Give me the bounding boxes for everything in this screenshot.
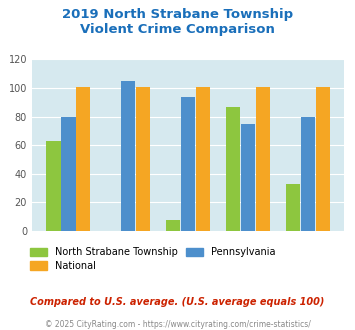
Bar [286,184,300,231]
Bar [256,86,270,231]
Bar [316,86,330,231]
Bar [76,86,91,231]
Bar [301,116,315,231]
Text: Compared to U.S. average. (U.S. average equals 100): Compared to U.S. average. (U.S. average … [30,297,325,307]
Legend: North Strabane Township, National, Pennsylvania: North Strabane Township, National, Penns… [30,247,275,271]
Bar [181,97,195,231]
Bar [46,141,61,231]
Bar [61,116,76,231]
Text: Violent Crime Comparison: Violent Crime Comparison [80,23,275,36]
Bar [241,124,255,231]
Bar [166,219,180,231]
Bar [121,81,135,231]
Bar [226,107,240,231]
Bar [136,86,151,231]
Bar [196,86,210,231]
Text: © 2025 CityRating.com - https://www.cityrating.com/crime-statistics/: © 2025 CityRating.com - https://www.city… [45,320,310,329]
Text: 2019 North Strabane Township: 2019 North Strabane Township [62,8,293,21]
